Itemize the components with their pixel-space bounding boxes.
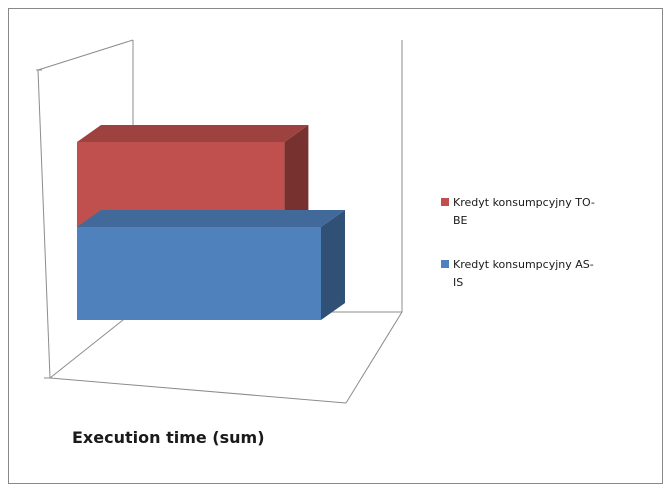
axis-line-5 [49, 377, 347, 404]
bar-2 [77, 210, 345, 320]
bar-1-top [77, 125, 309, 142]
chart-bars [77, 125, 345, 320]
axis-line-0 [37, 39, 134, 71]
axis-line-2 [37, 69, 51, 379]
legend-label: Kredyt konsumpcyjny TO- [453, 196, 595, 209]
legend-item-1: Kredyt konsumpcyjny TO- BE [441, 196, 595, 227]
legend-label: BE [453, 214, 468, 227]
axis-line-4 [345, 311, 403, 404]
legend-swatch [441, 260, 449, 268]
bar-2-side [321, 210, 345, 320]
bar-2-top [77, 210, 345, 227]
legend-item-2: Kredyt konsumpcyjny AS- IS [441, 258, 594, 289]
legend-label: IS [453, 276, 463, 289]
legend-swatch [441, 198, 449, 206]
legend-label: Kredyt konsumpcyjny AS- [453, 258, 594, 271]
bar-2-front [77, 227, 321, 320]
bar-1-side [284, 125, 309, 227]
axis-line-6 [49, 311, 134, 379]
x-axis-label: Execution time (sum) [72, 428, 265, 447]
